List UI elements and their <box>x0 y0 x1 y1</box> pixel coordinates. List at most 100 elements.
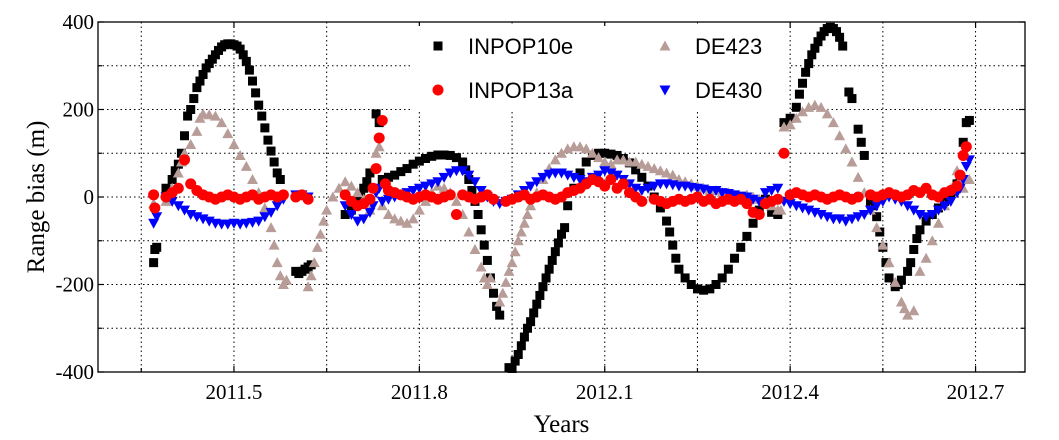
data-point-inpop13a <box>951 180 963 192</box>
data-point-de423 <box>877 239 889 250</box>
data-point-de423 <box>321 204 333 215</box>
data-point-de423 <box>339 176 351 187</box>
data-point-inpop10e <box>881 258 891 268</box>
data-point-de423 <box>172 167 184 178</box>
data-point-de423 <box>963 174 975 184</box>
data-point-inpop10e <box>557 229 566 239</box>
data-point-inpop13a <box>488 193 500 205</box>
data-point-de423 <box>352 187 364 198</box>
data-point-de423 <box>914 265 926 276</box>
data-point-inpop13a <box>444 189 456 201</box>
data-point-de423 <box>494 296 506 307</box>
data-point-de423 <box>395 215 407 226</box>
data-point-de430 <box>172 201 184 212</box>
data-point-inpop10e <box>519 332 529 342</box>
data-point-inpop10e <box>241 56 251 66</box>
data-point-inpop10e <box>433 150 443 160</box>
data-point-inpop10e <box>541 273 551 283</box>
data-point-de423 <box>302 281 314 292</box>
data-point-inpop10e <box>896 275 906 285</box>
data-point-de423 <box>827 117 839 128</box>
data-point-de430 <box>772 183 784 194</box>
data-point-de423 <box>497 287 509 298</box>
data-point-inpop13a <box>636 195 648 207</box>
data-point-de430 <box>939 201 951 212</box>
data-point-de430 <box>840 216 852 227</box>
data-point-inpop10e <box>513 350 523 359</box>
data-point-inpop10e <box>544 264 554 274</box>
data-point-inpop10e <box>254 100 264 110</box>
y-tick-label: -200 <box>56 273 95 297</box>
data-point-de430 <box>766 185 778 196</box>
data-point-de430 <box>611 170 623 181</box>
data-point-inpop10e <box>560 223 570 233</box>
legend-marker-inpop13a <box>432 84 444 96</box>
data-point-de430 <box>426 179 438 190</box>
data-point-inpop13a <box>179 154 191 166</box>
data-point-inpop13a <box>617 178 629 190</box>
data-point-de423 <box>481 279 493 289</box>
data-point-inpop10e <box>473 210 483 219</box>
data-point-inpop10e <box>458 157 468 167</box>
data-point-inpop13a <box>957 149 969 161</box>
data-point-de423 <box>605 158 617 169</box>
data-point-de423 <box>908 305 920 316</box>
data-point-de423 <box>661 167 673 178</box>
data-point-de430 <box>376 196 388 207</box>
data-point-de423 <box>636 158 648 169</box>
data-point-de423 <box>821 108 833 119</box>
data-point-inpop10e <box>804 59 814 69</box>
data-point-inpop10e <box>723 264 733 274</box>
data-point-de430 <box>648 181 660 192</box>
data-point-de430 <box>271 201 283 212</box>
data-point-de430 <box>259 212 271 223</box>
data-point-de430 <box>475 185 487 196</box>
data-point-inpop10e <box>269 157 279 167</box>
data-point-de423 <box>314 228 326 239</box>
data-point-de430 <box>345 210 357 220</box>
data-point-de423 <box>345 180 357 191</box>
data-point-de430 <box>593 170 605 181</box>
data-point-inpop10e <box>396 167 406 177</box>
x-tick-label: 2012.7 <box>947 380 1005 404</box>
data-point-inpop13a <box>149 202 161 214</box>
data-point-de430 <box>636 185 648 196</box>
data-point-inpop10e <box>547 255 557 265</box>
data-point-inpop10e <box>872 212 882 222</box>
data-point-inpop10e <box>263 135 273 145</box>
y-axis-title: Range bias (m) <box>23 121 50 274</box>
legend-marker-inpop10e <box>433 41 443 51</box>
data-point-inpop10e <box>489 288 499 298</box>
data-point-inpop10e <box>767 207 777 217</box>
data-point-inpop13a <box>172 182 184 194</box>
data-point-inpop10e <box>523 323 533 333</box>
data-point-inpop10e <box>606 149 616 159</box>
data-point-inpop10e <box>257 111 267 121</box>
data-point-inpop10e <box>838 41 848 51</box>
data-point-de423 <box>506 257 518 268</box>
data-point-inpop10e <box>183 111 193 121</box>
data-point-inpop10e <box>730 253 740 263</box>
legend-label-inpop10e: INPOP10e <box>468 34 573 59</box>
data-point-de430 <box>531 177 543 188</box>
data-point-inpop10e <box>439 150 449 160</box>
data-point-inpop13a <box>753 209 765 220</box>
data-point-inpop10e <box>915 225 925 235</box>
data-point-inpop10e <box>467 185 477 195</box>
data-point-inpop13a <box>450 209 462 220</box>
data-point-inpop10e <box>903 266 913 276</box>
data-point-de423 <box>556 147 567 158</box>
data-point-inpop10e <box>550 247 560 257</box>
data-point-inpop13a <box>960 141 972 153</box>
data-point-inpop10e <box>238 50 248 60</box>
data-point-de430 <box>420 181 432 192</box>
data-point-de430 <box>525 181 537 192</box>
y-tick-label: -400 <box>56 360 95 384</box>
data-point-de423 <box>333 182 345 193</box>
data-point-de430 <box>151 212 163 223</box>
data-point-de423 <box>401 217 413 228</box>
data-point-de423 <box>642 160 654 171</box>
data-point-inpop10e <box>801 67 811 77</box>
data-point-de423 <box>438 182 450 193</box>
data-point-inpop10e <box>671 253 681 263</box>
